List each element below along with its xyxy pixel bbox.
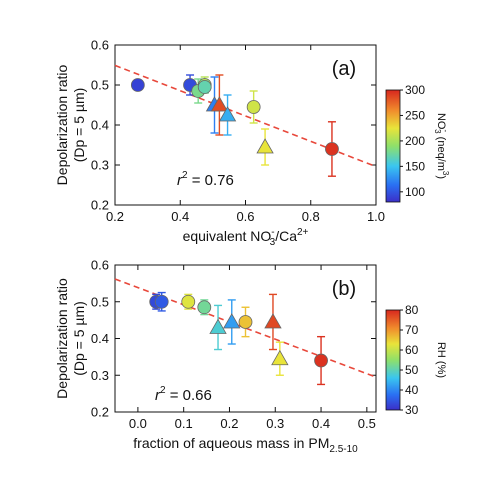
colorbar-tick-label: 30 bbox=[405, 403, 419, 417]
data-point-circle bbox=[130, 78, 145, 92]
x-tick-label: 0.2 bbox=[106, 209, 124, 224]
x-axis-label-sub: 2.5-10 bbox=[329, 444, 358, 455]
panel-a: 0.2 0.3 0.4 0.5 0.6 0.2 0.4 0.6 0.8 1.0 Depolariza… bbox=[54, 38, 450, 249]
colorbar-tick-label: 150 bbox=[405, 159, 425, 173]
colorbar-label-sup: - bbox=[441, 129, 450, 132]
y-tick-label: 0.3 bbox=[91, 158, 109, 173]
x-tick-label: 0.5 bbox=[358, 416, 376, 431]
x-tick-label: 1.0 bbox=[367, 209, 385, 224]
x-axis-label-sup2: 2+ bbox=[297, 227, 309, 238]
data-point-circle bbox=[197, 300, 212, 315]
y-tick-label: 0.5 bbox=[91, 294, 109, 309]
y-tick-label: 0.4 bbox=[91, 331, 109, 346]
r-squared-annotation: r2 = 0.76 bbox=[177, 170, 234, 189]
colorbar-label-a: NO bbox=[435, 113, 447, 130]
x-axis-label-base: fraction of aqueous mass in PM bbox=[133, 435, 329, 451]
data-point-circle bbox=[197, 80, 212, 94]
colorbar-tick-label: 70 bbox=[405, 323, 419, 337]
colorbar-label-a: RH (%) bbox=[435, 342, 447, 378]
data-point-circle bbox=[238, 315, 253, 329]
colorbar-label: RH (%) bbox=[435, 342, 447, 378]
colorbar-tick-label: 100 bbox=[405, 185, 425, 199]
r2-rest: = 0.66 bbox=[166, 387, 212, 404]
panel-label: (b) bbox=[332, 278, 356, 300]
data-point-triangle bbox=[218, 106, 237, 122]
data-point-circle bbox=[154, 294, 169, 309]
y-tick-label: 0.3 bbox=[91, 368, 109, 383]
y-tick-label: 0.6 bbox=[91, 258, 109, 273]
colorbar-label: NO-3 (neq/m3) bbox=[433, 113, 450, 179]
colorbar-tick-label: 60 bbox=[405, 343, 419, 357]
x-tick-label: 0.4 bbox=[171, 209, 189, 224]
y-axis-label-line2: (Dp = 5 µm) bbox=[71, 301, 87, 376]
colorbar-label-b: (neq/m bbox=[435, 134, 447, 171]
y-axis-label-line1: Depolarization ratio bbox=[54, 278, 70, 399]
colorbar-label-c: ) bbox=[435, 175, 447, 179]
y-axis-label: Depolarization ratio(Dp = 5 µm) bbox=[54, 278, 87, 399]
x-tick-label: 0.1 bbox=[175, 416, 193, 431]
colorbar-tick-label: 40 bbox=[405, 383, 419, 397]
colorbar-tick-label: 200 bbox=[405, 134, 425, 148]
y-axis-label-line2: (Dp = 5 µm) bbox=[71, 88, 87, 163]
r2-sup: 2 bbox=[182, 170, 188, 181]
x-tick-label: 0.2 bbox=[220, 416, 238, 431]
x-tick-label: 0.4 bbox=[312, 416, 330, 431]
y-tick-label: 0.6 bbox=[91, 38, 109, 53]
data-point-circle bbox=[314, 353, 328, 368]
x-tick-label: 0.6 bbox=[236, 209, 254, 224]
data-point-triangle bbox=[210, 96, 229, 112]
x-axis-label-mid: /Ca bbox=[275, 228, 297, 244]
fit-line bbox=[114, 278, 377, 378]
data-point-circle bbox=[181, 294, 196, 309]
y-tick-label: 0.4 bbox=[91, 118, 109, 133]
x-axis-label: fraction of aqueous mass in PM2.5-10 bbox=[133, 435, 358, 455]
data-point-triangle bbox=[209, 318, 227, 334]
r2-rest: = 0.76 bbox=[188, 172, 234, 189]
data-point-triangle bbox=[271, 349, 289, 366]
x-tick-label: 0.8 bbox=[302, 209, 320, 224]
r-squared-annotation: r2 = 0.66 bbox=[155, 385, 212, 404]
x-axis-label-sup: - bbox=[271, 227, 274, 238]
r2-r: r bbox=[155, 387, 161, 404]
r2-r: r bbox=[177, 172, 183, 189]
y-axis-label: Depolarization ratio(Dp = 5 µm) bbox=[54, 64, 87, 185]
data-point-triangle bbox=[256, 138, 274, 154]
x-tick-label: 0.0 bbox=[129, 416, 147, 431]
colorbar-tick-label: 80 bbox=[405, 303, 419, 317]
data-point-triangle bbox=[223, 313, 241, 329]
colorbar bbox=[385, 89, 401, 203]
y-axis-label-line1: Depolarization ratio bbox=[54, 64, 70, 185]
data-point-circle bbox=[246, 100, 261, 114]
colorbar bbox=[385, 309, 401, 411]
panel-label: (a) bbox=[332, 58, 356, 80]
x-tick-label: 0.3 bbox=[266, 416, 284, 431]
colorbar-tick-label: 250 bbox=[405, 108, 425, 122]
colorbar-tick-label: 50 bbox=[405, 363, 419, 377]
colorbar-label-sub: 3 bbox=[433, 129, 442, 134]
y-tick-label: 0.2 bbox=[91, 405, 109, 420]
x-axis-label-sub: 3 bbox=[270, 237, 276, 248]
panel-b: 0.2 0.3 0.4 0.5 0.6 0.0 0.1 0.2 0.3 0.4 0.5 Depolar… bbox=[54, 258, 447, 456]
y-tick-label: 0.5 bbox=[91, 78, 109, 93]
colorbar-label-sup2: 3 bbox=[441, 171, 450, 176]
x-axis-label: equivalent NO-3/Ca2+ bbox=[183, 227, 309, 248]
colorbar-tick-label: 300 bbox=[405, 83, 425, 97]
data-point-triangle bbox=[264, 313, 282, 329]
r2-sup: 2 bbox=[160, 385, 166, 396]
data-point-circle bbox=[325, 142, 339, 156]
y-tick-label: 0.2 bbox=[91, 198, 109, 213]
x-axis-label-base: equivalent NO bbox=[183, 228, 272, 244]
